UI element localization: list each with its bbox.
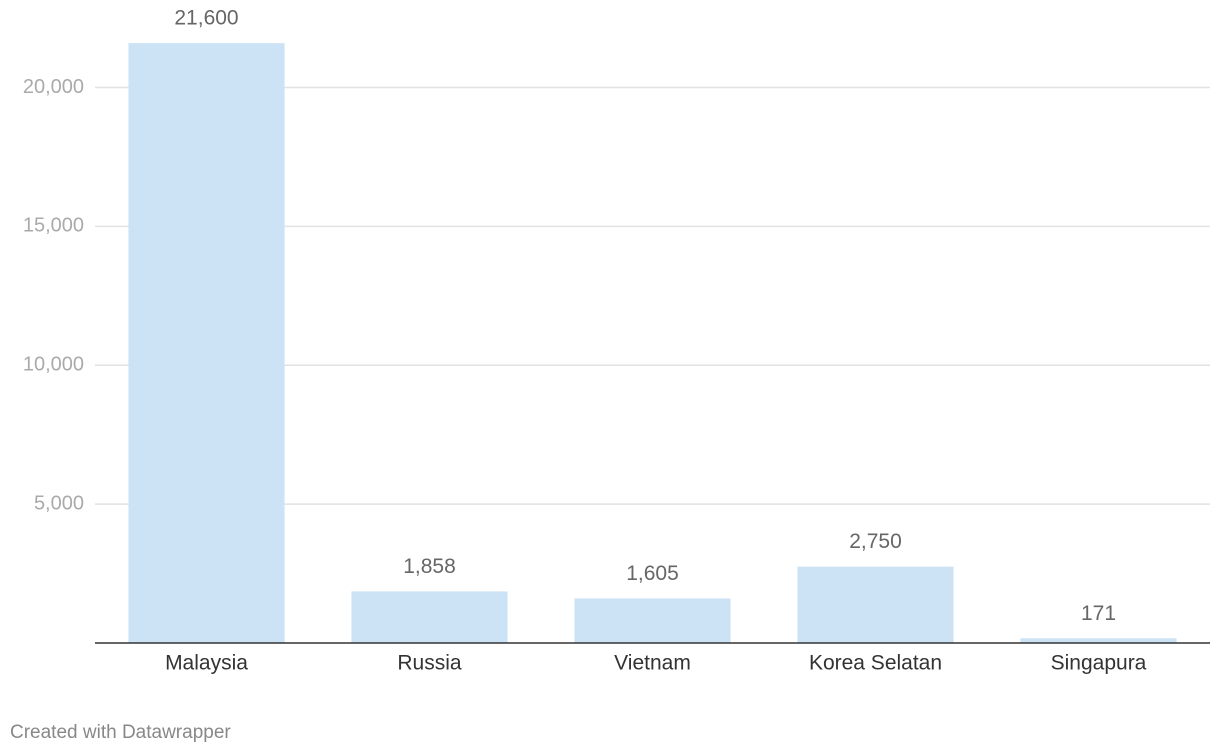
value-label: 1,605: [626, 562, 679, 585]
bar: [574, 598, 731, 643]
y-tick-label: 15,000: [23, 215, 84, 237]
value-label: 2,750: [849, 530, 902, 553]
x-tick-label: Korea Selatan: [809, 652, 942, 675]
credit: Created with Datawrapper: [10, 722, 231, 743]
y-tick-label: 20,000: [23, 76, 84, 98]
value-label: 171: [1081, 602, 1116, 625]
y-tick-label: 5,000: [34, 492, 84, 514]
bar: [351, 591, 508, 643]
value-label: 1,858: [403, 555, 456, 578]
x-tick-label: Singapura: [1051, 652, 1147, 675]
x-tick-label: Vietnam: [614, 652, 691, 675]
bar: [797, 566, 954, 643]
x-tick-label: Russia: [397, 652, 462, 675]
bar: [128, 43, 285, 644]
x-tick-label: Malaysia: [165, 652, 248, 675]
y-tick-label: 10,000: [23, 354, 84, 376]
value-label: 21,600: [174, 7, 238, 30]
bar: [1020, 638, 1177, 643]
